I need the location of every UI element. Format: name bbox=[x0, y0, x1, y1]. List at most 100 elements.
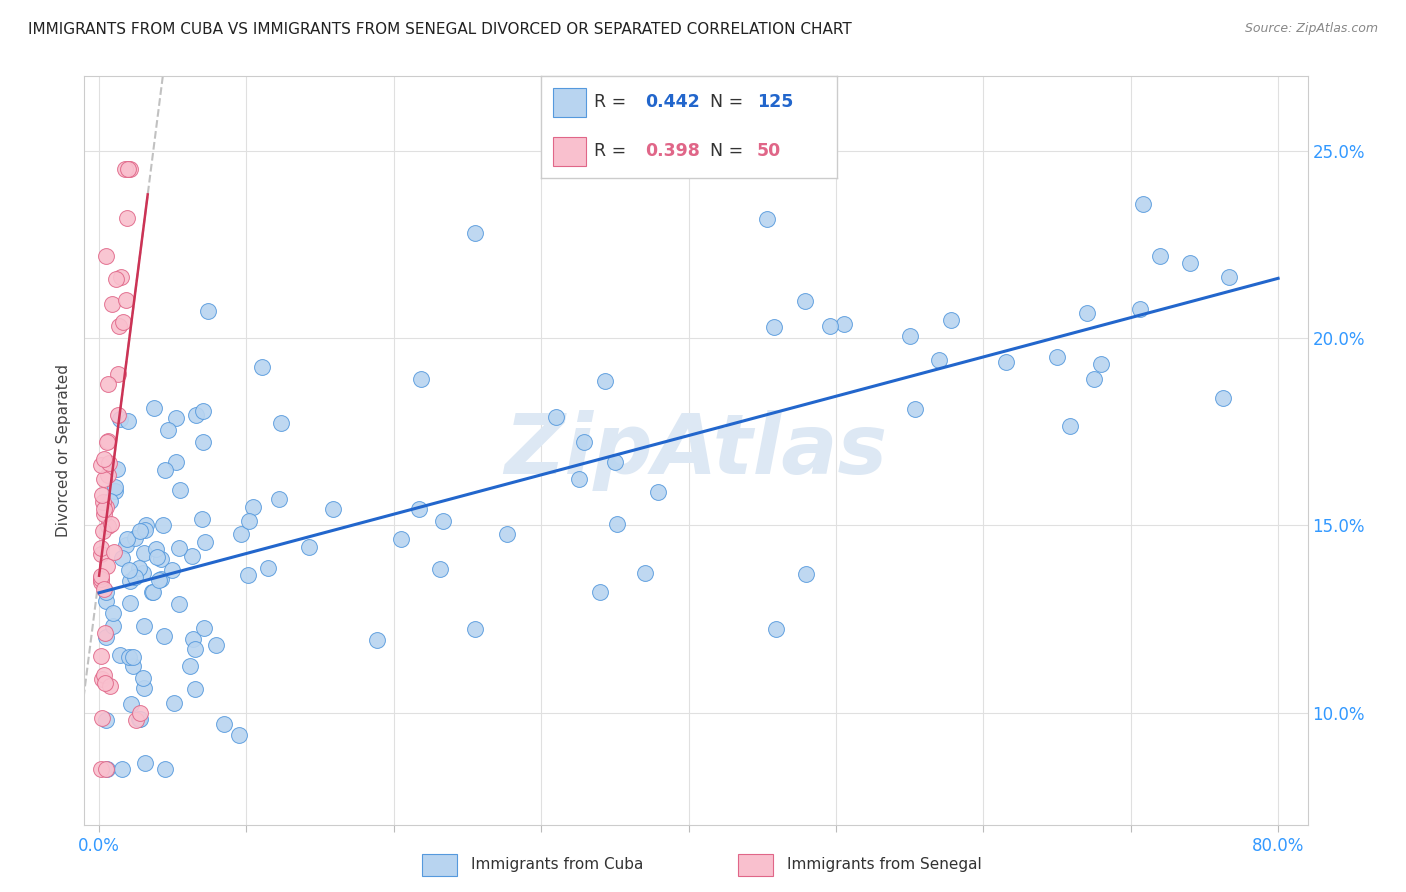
Point bbox=[163, 696, 186, 710]
Point bbox=[169, 483, 191, 497]
Point bbox=[165, 411, 187, 425]
Point bbox=[90, 575, 112, 590]
Text: N =: N = bbox=[710, 93, 748, 111]
Point bbox=[131, 671, 153, 685]
Point bbox=[228, 728, 250, 742]
Point bbox=[832, 317, 855, 331]
Point bbox=[114, 162, 136, 177]
Point bbox=[756, 211, 779, 226]
Point bbox=[162, 563, 184, 577]
Point bbox=[366, 633, 388, 648]
Point bbox=[1083, 372, 1105, 386]
Point bbox=[90, 711, 112, 725]
Point bbox=[257, 561, 280, 575]
Point bbox=[120, 574, 142, 589]
Point bbox=[238, 568, 260, 582]
Point bbox=[111, 550, 134, 565]
Bar bbox=[738, 855, 773, 876]
Point bbox=[90, 571, 112, 585]
Point bbox=[763, 319, 786, 334]
Point bbox=[90, 648, 112, 663]
Point bbox=[129, 706, 152, 720]
Point bbox=[124, 570, 146, 584]
Point bbox=[153, 629, 176, 643]
Point bbox=[129, 712, 152, 726]
Point bbox=[90, 541, 112, 555]
Point bbox=[125, 713, 148, 727]
Point bbox=[134, 619, 156, 633]
Point bbox=[90, 569, 112, 583]
Point bbox=[267, 491, 290, 506]
Point bbox=[90, 673, 112, 687]
Point bbox=[409, 372, 432, 386]
Point bbox=[593, 374, 616, 388]
Point bbox=[429, 562, 451, 576]
Point bbox=[103, 545, 125, 559]
Point bbox=[96, 558, 118, 573]
Point bbox=[110, 270, 132, 285]
Point bbox=[105, 272, 128, 286]
Point bbox=[995, 355, 1018, 369]
Point bbox=[495, 526, 517, 541]
Point bbox=[112, 315, 135, 329]
Point bbox=[589, 585, 612, 599]
Point bbox=[181, 632, 204, 646]
Point bbox=[96, 762, 118, 776]
Point bbox=[389, 532, 412, 546]
Point bbox=[108, 648, 131, 663]
Point bbox=[115, 293, 138, 307]
Point bbox=[153, 463, 176, 477]
Point bbox=[91, 488, 114, 502]
Point bbox=[928, 352, 950, 367]
Point bbox=[96, 713, 118, 727]
Point bbox=[298, 540, 321, 554]
Point bbox=[132, 566, 155, 580]
Point bbox=[93, 507, 115, 521]
Point bbox=[91, 495, 114, 509]
Point bbox=[903, 402, 925, 417]
Point bbox=[408, 502, 430, 516]
Point bbox=[165, 455, 187, 469]
Point bbox=[242, 500, 264, 514]
Point bbox=[120, 697, 142, 711]
Point bbox=[156, 423, 179, 437]
Point bbox=[101, 607, 124, 621]
Point bbox=[141, 585, 163, 599]
Point bbox=[93, 668, 115, 682]
Point bbox=[818, 318, 841, 333]
Point bbox=[1132, 197, 1154, 211]
Point bbox=[96, 630, 118, 644]
Point bbox=[149, 572, 172, 586]
Text: Immigrants from Cuba: Immigrants from Cuba bbox=[471, 857, 644, 871]
Point bbox=[898, 329, 921, 343]
Point bbox=[100, 517, 122, 532]
Point bbox=[98, 679, 121, 693]
Point bbox=[184, 409, 207, 423]
Point bbox=[117, 162, 139, 177]
Point bbox=[1212, 391, 1234, 405]
Point bbox=[941, 312, 963, 326]
Point bbox=[101, 619, 124, 633]
Point bbox=[1076, 306, 1098, 320]
Point bbox=[149, 551, 172, 566]
Point bbox=[134, 756, 156, 770]
Point bbox=[124, 531, 146, 545]
Point bbox=[122, 658, 145, 673]
Point bbox=[128, 712, 150, 726]
Point bbox=[574, 434, 596, 449]
Point bbox=[765, 623, 787, 637]
Point bbox=[1046, 350, 1069, 364]
Point bbox=[129, 524, 152, 538]
Point bbox=[117, 563, 139, 577]
Point bbox=[1178, 256, 1201, 270]
Point bbox=[1059, 419, 1081, 434]
Point bbox=[148, 573, 170, 587]
Point bbox=[238, 514, 260, 528]
Point bbox=[270, 417, 292, 431]
Point bbox=[464, 622, 486, 636]
Point bbox=[184, 682, 207, 697]
Point bbox=[93, 502, 115, 516]
Point bbox=[97, 434, 120, 449]
Text: IMMIGRANTS FROM CUBA VS IMMIGRANTS FROM SENEGAL DIVORCED OR SEPARATED CORRELATIO: IMMIGRANTS FROM CUBA VS IMMIGRANTS FROM … bbox=[28, 22, 852, 37]
Point bbox=[568, 472, 591, 486]
